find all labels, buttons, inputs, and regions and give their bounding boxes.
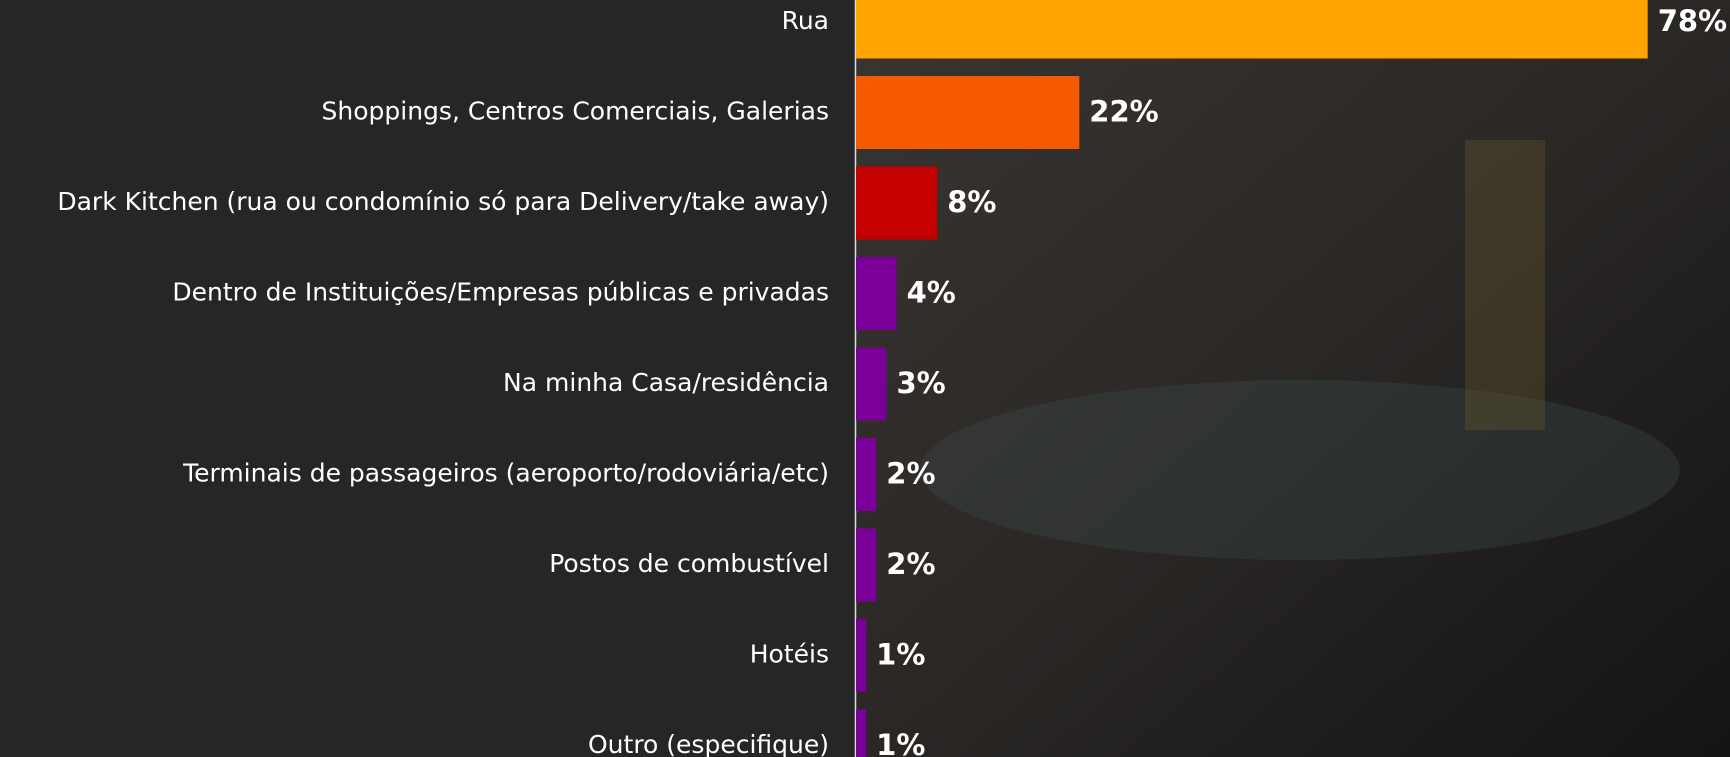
category-label: Outro (especifique)	[588, 730, 829, 757]
bar	[856, 257, 897, 330]
bar	[856, 167, 937, 240]
bar	[856, 348, 886, 421]
bar	[856, 438, 876, 511]
value-label: 8%	[947, 185, 996, 219]
value-label: 2%	[886, 547, 935, 581]
bar	[856, 76, 1079, 149]
bar	[856, 0, 1648, 59]
category-label: Hotéis	[750, 640, 829, 669]
value-label: 78%	[1658, 4, 1727, 38]
value-label: 2%	[886, 457, 935, 491]
bar	[856, 619, 866, 692]
value-label: 3%	[896, 366, 945, 400]
photo-table	[920, 380, 1680, 560]
category-label: Terminais de passageiros (aeroporto/rodo…	[182, 459, 829, 488]
value-label: 4%	[907, 276, 956, 310]
category-label: Rua	[782, 6, 829, 35]
category-label: Na minha Casa/residência	[503, 368, 829, 397]
category-label: Shoppings, Centros Comerciais, Galerias	[322, 97, 829, 126]
bar	[856, 529, 876, 602]
photo-glass	[1465, 140, 1545, 430]
category-label: Dark Kitchen (rua ou condomínio só para …	[57, 187, 829, 216]
bar	[856, 710, 866, 757]
value-label: 1%	[876, 638, 925, 672]
chart: Rua 78% Shoppings, Centros Comerciais, Gal…	[0, 0, 1730, 757]
page: Rua 78% Shoppings, Centros Comerciais, Gal…	[0, 0, 1730, 757]
category-label: Dentro de Instituições/Empresas públicas…	[172, 278, 829, 307]
value-label: 1%	[876, 728, 925, 757]
category-label: Postos de combustível	[549, 549, 829, 578]
value-label: 22%	[1089, 95, 1158, 129]
